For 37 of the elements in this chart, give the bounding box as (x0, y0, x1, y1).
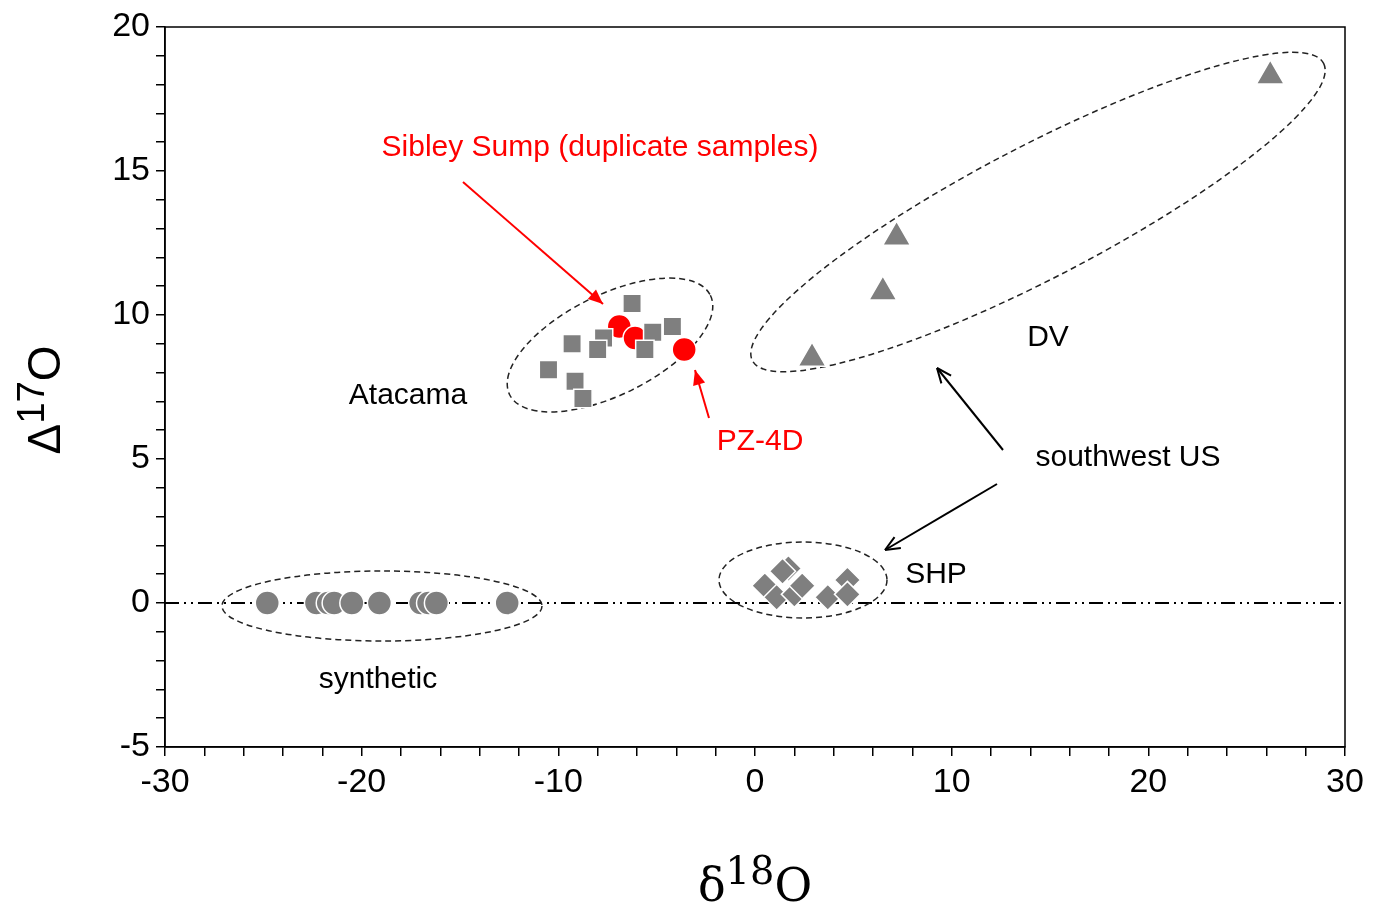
point (565, 371, 585, 392)
point (254, 590, 281, 616)
x-tick-label: -20 (337, 760, 387, 799)
y-tick-label: 10 (112, 293, 150, 332)
x-tick-label: 30 (1326, 760, 1364, 799)
x-axis-title: δ$^{18}$O (697, 848, 813, 912)
x-tick-label: 10 (932, 760, 971, 799)
point (662, 316, 683, 337)
annotation: PZ-4D (716, 423, 804, 457)
point (423, 590, 450, 616)
point (366, 590, 393, 616)
point (562, 333, 583, 354)
annotation: DV (1027, 319, 1069, 353)
x-tick-label: -10 (533, 760, 583, 799)
annotation: SHP (905, 556, 967, 590)
y-tick-label: 5 (131, 437, 150, 476)
point (494, 590, 520, 616)
point (339, 590, 365, 616)
x-tick-label: 20 (1129, 760, 1168, 799)
point (538, 359, 559, 380)
annotation: Atacama (348, 377, 468, 411)
annotation: Sibley Sump (duplicate samples) (381, 129, 819, 163)
annotation: synthetic (318, 661, 438, 695)
y-tick-label: 15 (112, 149, 150, 188)
annotation: southwest US (1035, 439, 1221, 473)
point (768, 557, 797, 586)
point (572, 388, 593, 409)
point (587, 339, 608, 360)
y-tick-label: 20 (112, 5, 150, 44)
point (634, 339, 655, 360)
point (788, 571, 816, 600)
x-tick-label: 0 (745, 760, 765, 799)
point (622, 293, 643, 314)
point (833, 580, 862, 609)
y-tick-label: 0 (131, 581, 150, 620)
point (671, 336, 697, 363)
point (642, 322, 663, 343)
